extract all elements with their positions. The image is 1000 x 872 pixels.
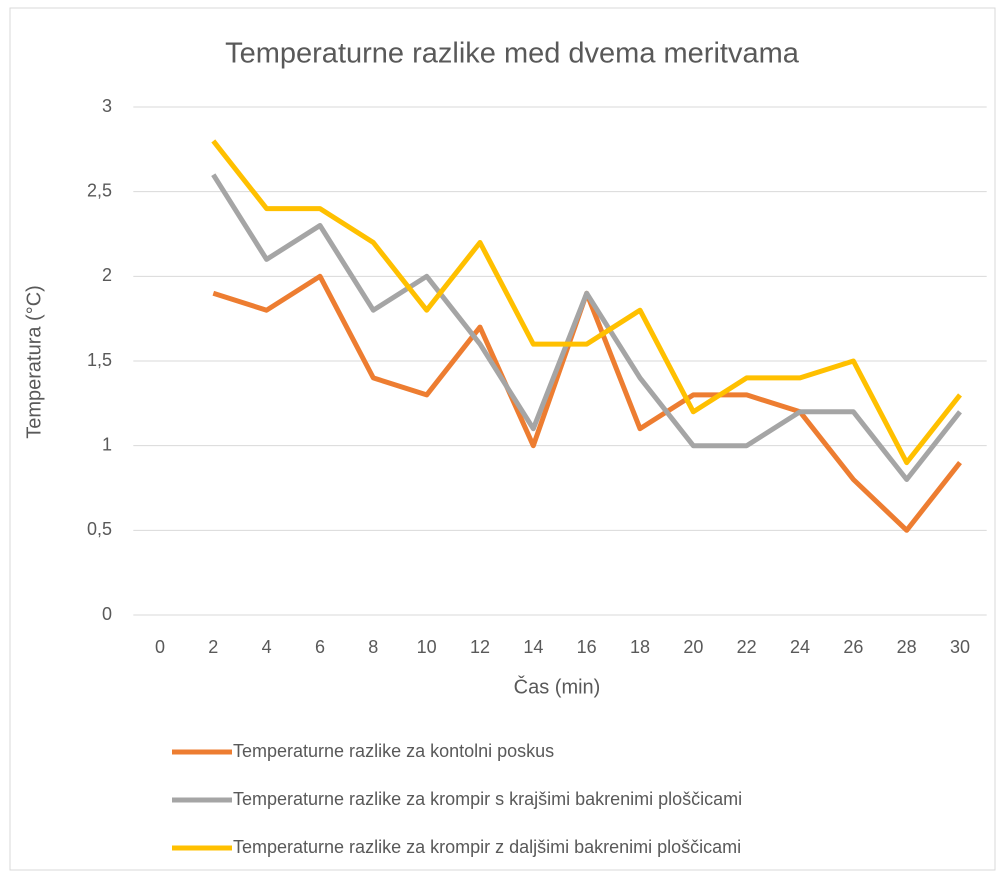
- x-tick-label: 2: [208, 637, 218, 657]
- x-tick-label: 24: [790, 637, 810, 657]
- x-tick-label: 14: [523, 637, 543, 657]
- y-tick-label: 0,5: [87, 519, 112, 539]
- legend-label: Temperaturne razlike za kontolni poskus: [233, 741, 554, 761]
- chart-frame: [9, 7, 996, 871]
- y-tick-label: 0: [102, 604, 112, 624]
- series-line: [211, 139, 962, 466]
- x-tick-label: 6: [315, 637, 325, 657]
- x-tick-label: 0: [155, 637, 165, 657]
- chart-title: Temperaturne razlike med dvema meritvama: [225, 38, 800, 70]
- legend-label: Temperaturne razlike za krompir s krajši…: [233, 789, 742, 809]
- x-tick-label: 4: [262, 637, 272, 657]
- x-tick-label: 12: [470, 637, 490, 657]
- y-tick-label: 2: [102, 265, 112, 285]
- y-axis-title: Temperatura (°C): [23, 285, 45, 439]
- x-tick-label: 30: [950, 637, 970, 657]
- x-tick-label: 20: [683, 637, 703, 657]
- x-tick-label: 26: [843, 637, 863, 657]
- series-line: [211, 173, 962, 482]
- x-tick-label: 16: [577, 637, 597, 657]
- y-tick-label: 1: [102, 434, 112, 454]
- y-tick-label: 1,5: [87, 350, 112, 370]
- x-tick-label: 28: [897, 637, 917, 657]
- y-tick-label: 3: [102, 96, 112, 116]
- x-tick-label: 8: [368, 637, 378, 657]
- x-tick-label: 22: [737, 637, 757, 657]
- x-axis-title: Čas (min): [514, 675, 601, 698]
- legend-label: Temperaturne razlike za krompir z daljši…: [233, 837, 741, 857]
- y-tick-label: 2,5: [87, 180, 112, 200]
- x-tick-label: 10: [417, 637, 437, 657]
- x-tick-label: 18: [630, 637, 650, 657]
